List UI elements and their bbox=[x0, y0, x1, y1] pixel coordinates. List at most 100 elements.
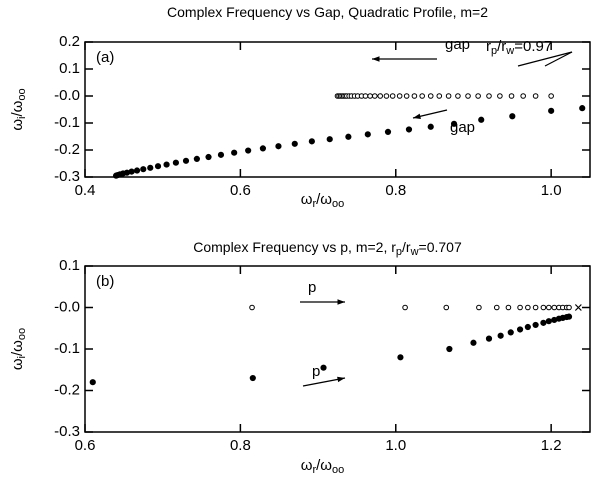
point bbox=[445, 93, 452, 99]
point bbox=[320, 364, 327, 371]
annotation-part: r bbox=[486, 38, 491, 55]
annotation: rp/rw=0.97 bbox=[486, 38, 552, 57]
x-axis-label-part: /ω bbox=[316, 191, 332, 208]
point bbox=[520, 93, 526, 99]
point bbox=[475, 93, 481, 99]
y-tick-label: -0.2 bbox=[54, 381, 80, 398]
point bbox=[308, 138, 315, 145]
point bbox=[245, 147, 252, 154]
point bbox=[551, 304, 558, 311]
point bbox=[446, 345, 453, 353]
annotation-part: (b) bbox=[96, 273, 114, 290]
point bbox=[205, 153, 212, 161]
point bbox=[548, 107, 555, 114]
annotation: p bbox=[308, 279, 316, 296]
y-tick-label: -0.1 bbox=[54, 114, 80, 131]
point bbox=[128, 168, 135, 175]
y-tick-label: 0.2 bbox=[59, 33, 80, 50]
annotation-part: gap bbox=[450, 119, 475, 136]
y-axis-label-part: ω bbox=[9, 358, 26, 370]
point bbox=[524, 323, 531, 331]
y-tick-label: -0.3 bbox=[54, 168, 80, 185]
point bbox=[579, 105, 586, 112]
annotation-part: p bbox=[308, 279, 316, 296]
point bbox=[249, 304, 255, 311]
point bbox=[525, 304, 531, 311]
point bbox=[450, 120, 458, 127]
annotation: p bbox=[312, 363, 320, 380]
point bbox=[486, 93, 492, 99]
point bbox=[566, 304, 572, 311]
chart-title: Complex Frequency vs p, m=2, rp/rw=0.707 bbox=[193, 239, 462, 258]
point bbox=[548, 93, 554, 99]
y-tick-label: 0.1 bbox=[59, 60, 80, 77]
point bbox=[275, 143, 282, 150]
point bbox=[231, 149, 238, 156]
point bbox=[532, 93, 539, 99]
point bbox=[507, 329, 514, 336]
y-axis-label-sub: i bbox=[16, 356, 28, 358]
x-tick-label: 0.8 bbox=[385, 182, 406, 199]
annotation-part: p bbox=[312, 363, 320, 380]
point bbox=[367, 93, 373, 99]
point bbox=[516, 326, 524, 333]
point bbox=[154, 163, 162, 170]
annotation-sub: w bbox=[505, 45, 514, 57]
annotation: (a) bbox=[96, 49, 114, 66]
point bbox=[364, 131, 371, 138]
annotation: gap bbox=[445, 36, 470, 53]
annotation-part: (a) bbox=[96, 49, 114, 66]
x-tick-label: 0.6 bbox=[75, 437, 96, 454]
point bbox=[345, 133, 352, 140]
y-tick-label: -0.0 bbox=[54, 298, 80, 315]
y-tick-label: 0.1 bbox=[59, 257, 80, 274]
annotation-sub: p bbox=[491, 45, 497, 57]
point bbox=[493, 304, 500, 311]
pointer-line bbox=[544, 51, 573, 67]
y-axis-label-part: ω bbox=[9, 119, 26, 131]
point bbox=[402, 304, 408, 311]
point bbox=[326, 136, 333, 143]
point bbox=[485, 335, 493, 342]
point bbox=[546, 304, 552, 311]
point bbox=[249, 374, 256, 382]
annotation: gap bbox=[450, 119, 475, 136]
y-axis-label-part: /ω bbox=[9, 340, 26, 356]
point bbox=[405, 126, 413, 133]
x-tick-label: 1.0 bbox=[385, 437, 406, 454]
x-tick-label: 0.4 bbox=[75, 182, 96, 199]
point bbox=[362, 93, 369, 99]
point bbox=[497, 332, 504, 339]
arrow-head bbox=[413, 113, 421, 119]
y-tick-label: -0.3 bbox=[54, 423, 80, 440]
x-axis-label-sub: oo bbox=[332, 464, 344, 476]
point bbox=[540, 319, 547, 326]
point bbox=[147, 164, 154, 171]
point bbox=[436, 93, 443, 99]
arrow-head bbox=[337, 376, 345, 383]
y-axis-label-sub: oo bbox=[16, 328, 28, 340]
y-tick-label: -0.0 bbox=[54, 87, 80, 104]
pointer-line bbox=[517, 51, 573, 67]
point bbox=[89, 379, 96, 386]
point bbox=[403, 93, 410, 99]
point bbox=[419, 93, 425, 99]
point bbox=[427, 93, 434, 99]
point bbox=[371, 93, 378, 99]
x-axis-label-sub: r bbox=[312, 464, 316, 476]
point bbox=[455, 93, 461, 99]
point bbox=[497, 93, 503, 99]
point bbox=[193, 155, 200, 163]
point bbox=[411, 93, 418, 99]
x-axis-label-part: /ω bbox=[316, 457, 332, 474]
point bbox=[476, 304, 482, 311]
annotation: (b) bbox=[96, 273, 114, 290]
point bbox=[574, 304, 582, 311]
point bbox=[443, 304, 450, 311]
x-tick-label: 0.8 bbox=[230, 437, 251, 454]
point bbox=[396, 93, 403, 99]
point bbox=[540, 304, 547, 311]
annotation-part: =0.97 bbox=[514, 38, 552, 55]
point bbox=[565, 313, 573, 320]
x-tick-label: 0.6 bbox=[230, 182, 251, 199]
